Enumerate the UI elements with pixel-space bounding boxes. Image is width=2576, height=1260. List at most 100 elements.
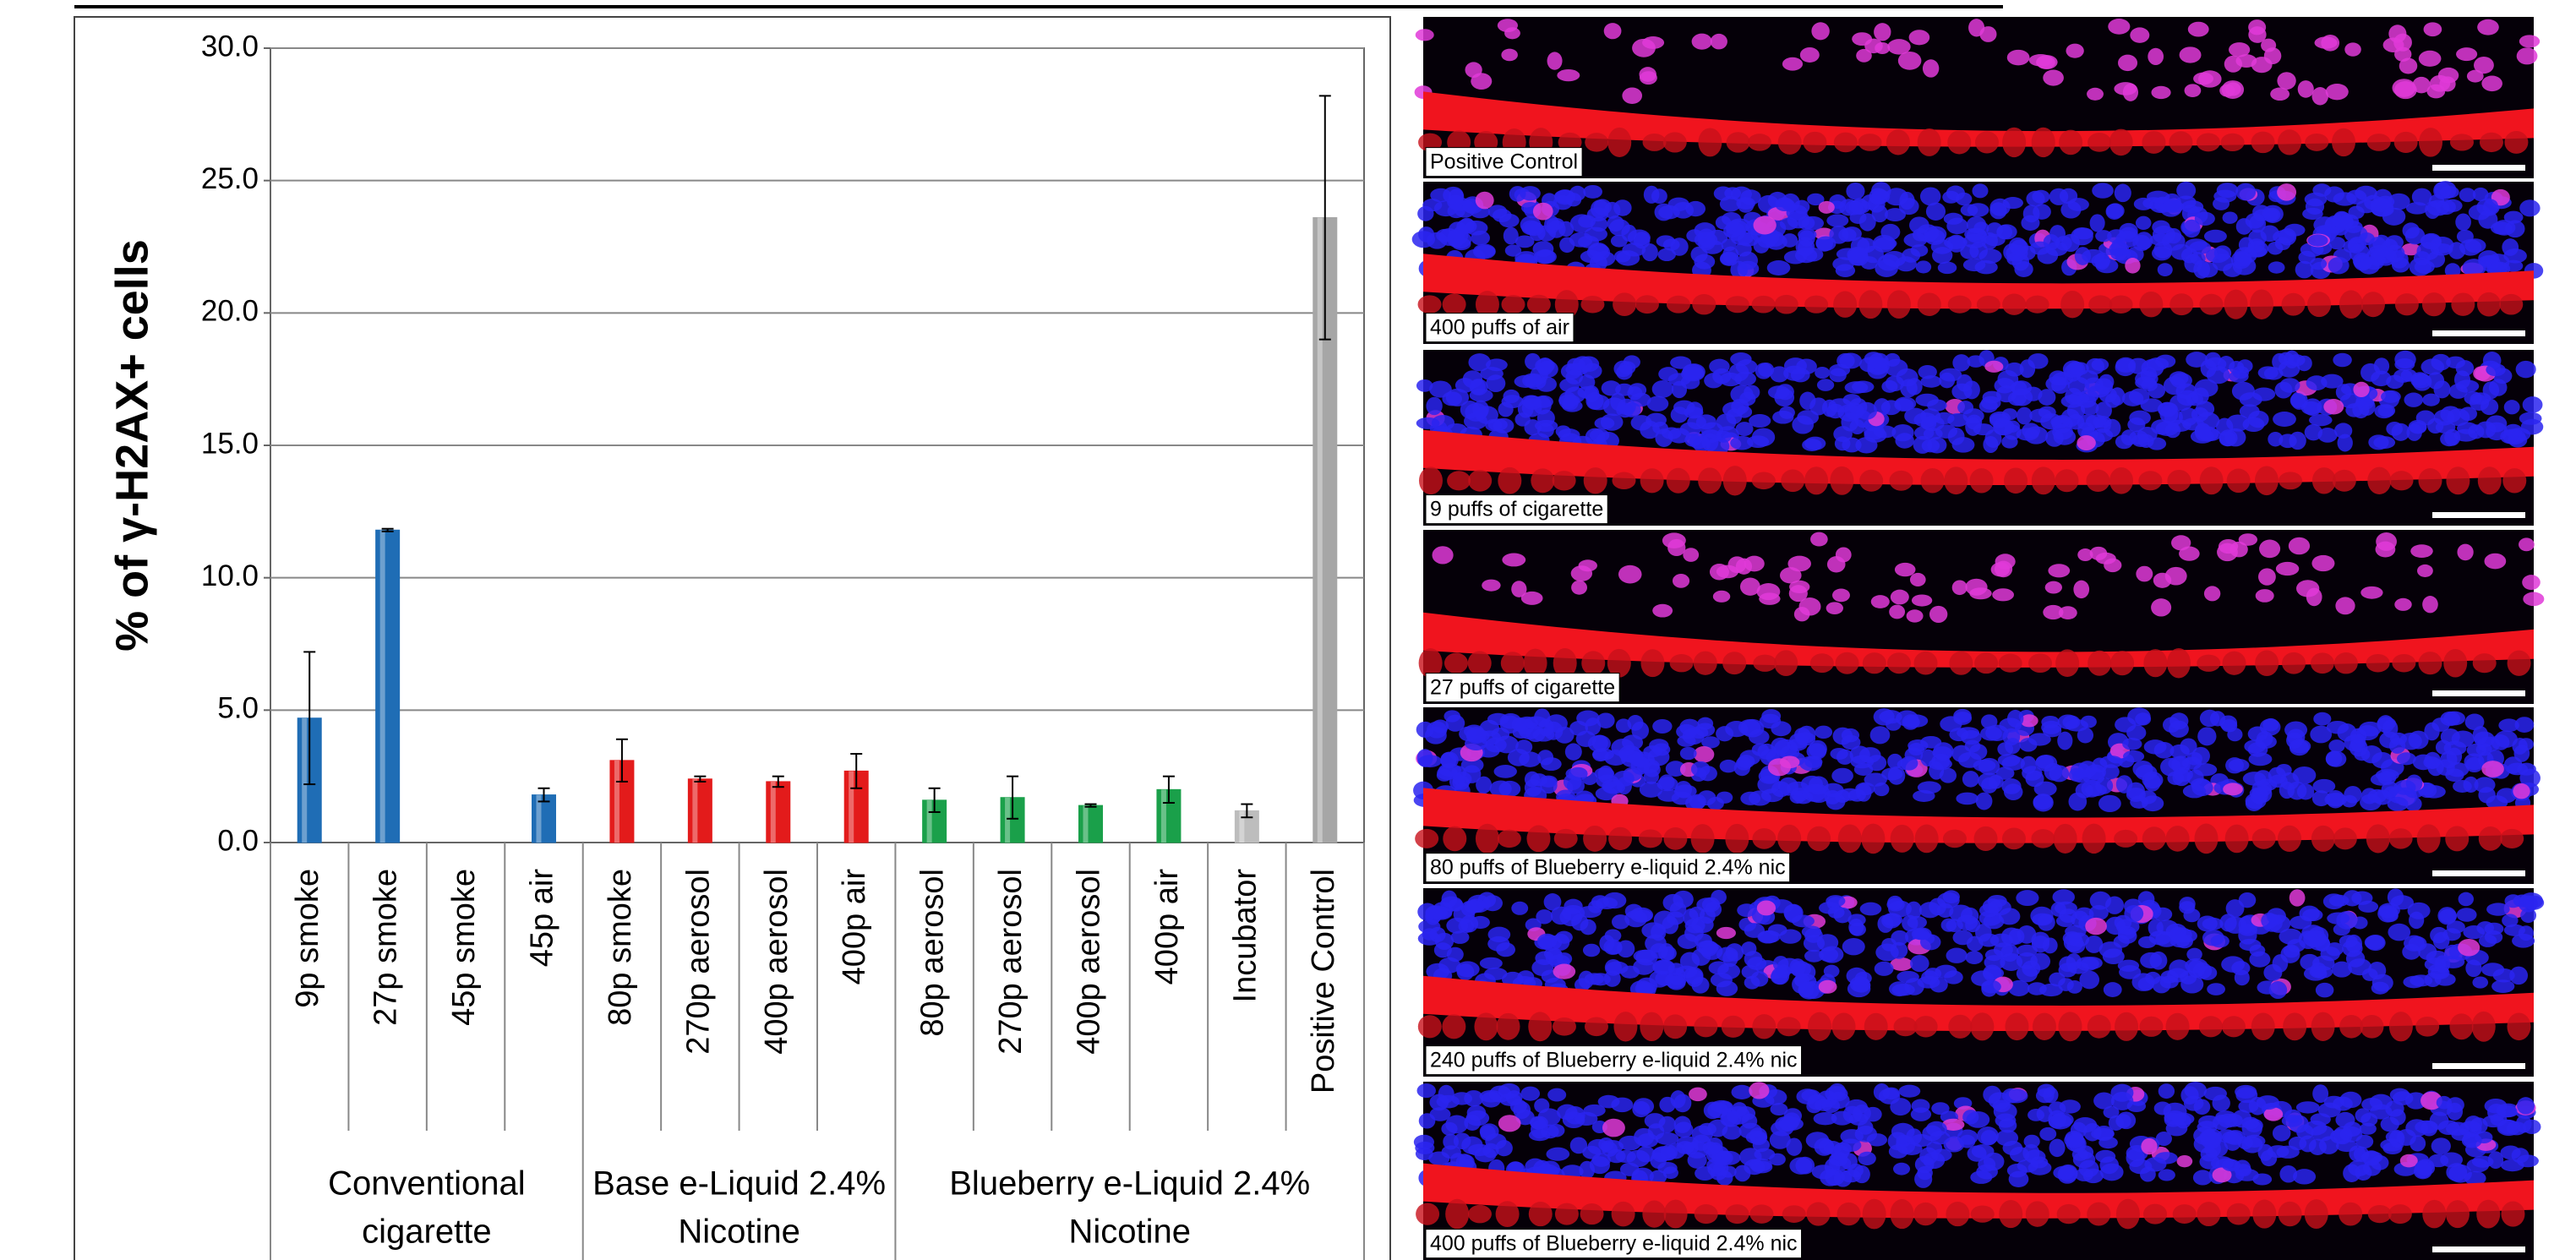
nucleus	[2011, 388, 2033, 406]
nucleus	[2344, 221, 2363, 233]
nucleus	[2152, 220, 2170, 235]
micrograph: Positive Control	[1414, 17, 2541, 178]
nucleus	[1607, 215, 1624, 232]
nucleus	[2102, 948, 2125, 965]
membrane-lobe	[1443, 826, 1467, 852]
nucleus	[1753, 215, 1776, 235]
nucleus	[1750, 1160, 1773, 1174]
nucleus	[1655, 1132, 1679, 1145]
membrane-lobe	[1552, 471, 1576, 491]
nucleus	[1649, 1170, 1667, 1184]
nucleus	[2181, 756, 2202, 770]
y-tick-label: 30.0	[201, 30, 259, 63]
nucleus	[2165, 227, 2182, 244]
nucleus	[1446, 917, 1469, 934]
nucleus	[1941, 1118, 1965, 1131]
nucleus	[1482, 579, 1501, 592]
nucleus	[1445, 714, 1465, 732]
nucleus	[2057, 731, 2073, 750]
nucleus	[2199, 709, 2220, 728]
nucleus	[2279, 1165, 2298, 1183]
nucleus	[2307, 234, 2328, 247]
nucleus	[1875, 943, 1899, 962]
nucleus	[1749, 790, 1771, 806]
nucleus	[1465, 402, 1488, 422]
nucleus	[1780, 567, 1802, 584]
nucleus	[1524, 771, 1541, 788]
membrane-lobe	[1914, 824, 1939, 854]
y-tick-label: 5.0	[217, 692, 259, 725]
membrane-lobe	[2165, 1012, 2190, 1040]
membrane-lobe	[2138, 471, 2163, 491]
nucleus	[2223, 263, 2242, 277]
nucleus	[1852, 32, 1873, 46]
nucleus	[2105, 916, 2126, 935]
nucleus	[2071, 362, 2089, 375]
nucleus	[2370, 773, 2393, 786]
nucleus	[2388, 738, 2406, 754]
nucleus	[2519, 35, 2541, 48]
nucleus	[2103, 982, 2122, 997]
nucleus	[1596, 712, 1615, 728]
nucleus	[2179, 46, 2202, 63]
nucleus	[2522, 396, 2543, 413]
caption-box	[1425, 853, 1791, 883]
membrane-lobe	[2255, 650, 2279, 676]
group-label: Nicotine	[678, 1214, 800, 1251]
nucleus	[2197, 727, 2217, 746]
nucleus	[1691, 33, 1712, 50]
nucleus	[1587, 394, 1610, 411]
nucleus	[2155, 1132, 2172, 1147]
nucleus	[2295, 260, 2314, 279]
nucleus	[1919, 187, 1941, 206]
nucleus	[1891, 1122, 1915, 1141]
nucleus	[2212, 1167, 2232, 1183]
nucleus	[1503, 389, 1520, 404]
nucleus	[1602, 778, 1624, 794]
nucleus	[1758, 363, 1775, 378]
x-tick-label: Incubator	[1227, 869, 1263, 1003]
nucleus	[1818, 979, 1837, 994]
membrane-lobe	[2031, 466, 2055, 495]
nucleus	[2335, 1111, 2355, 1128]
nucleus	[2350, 728, 2367, 744]
nucleus	[1935, 964, 1957, 979]
nucleus	[1858, 1120, 1874, 1135]
nucleus	[1710, 33, 1727, 50]
nucleus	[1927, 436, 1947, 454]
membrane-lobe	[2418, 652, 2442, 675]
nucleus	[1464, 724, 1485, 739]
nucleus	[2059, 908, 2077, 923]
nucleus	[2325, 750, 2347, 767]
nucleus	[2114, 82, 2137, 95]
nucleus	[2255, 589, 2274, 603]
nucleus	[1487, 205, 1508, 219]
nucleus	[2167, 419, 2191, 433]
nucleus	[2459, 188, 2476, 203]
membrane-lobe	[1830, 466, 1854, 495]
membrane-lobe	[1528, 1202, 1553, 1227]
nucleus	[1957, 401, 1974, 415]
membrane-lobe	[1976, 295, 2000, 314]
membrane-lobe	[1804, 466, 1829, 495]
nucleus	[2456, 908, 2477, 922]
membrane-lobe	[2254, 466, 2279, 496]
nucleus	[2248, 26, 2267, 43]
membrane-lobe	[1418, 466, 1443, 495]
nucleus	[1689, 794, 1706, 810]
membrane-lobe	[1776, 1017, 1801, 1037]
nucleus	[1642, 36, 1665, 49]
nucleus	[1882, 1087, 1900, 1100]
membrane	[1423, 91, 2534, 147]
nucleus	[1943, 212, 1963, 225]
nucleus	[2432, 931, 2450, 950]
nucleus	[2325, 83, 2349, 101]
nucleus	[1447, 204, 1465, 219]
nucleus	[2043, 604, 2064, 620]
nucleus	[1415, 29, 1434, 41]
nucleus	[2252, 387, 2276, 401]
nucleus	[1979, 26, 1997, 42]
nucleus	[1416, 379, 1433, 392]
nucleus	[2259, 539, 2281, 559]
membrane-lobe	[2220, 133, 2245, 152]
